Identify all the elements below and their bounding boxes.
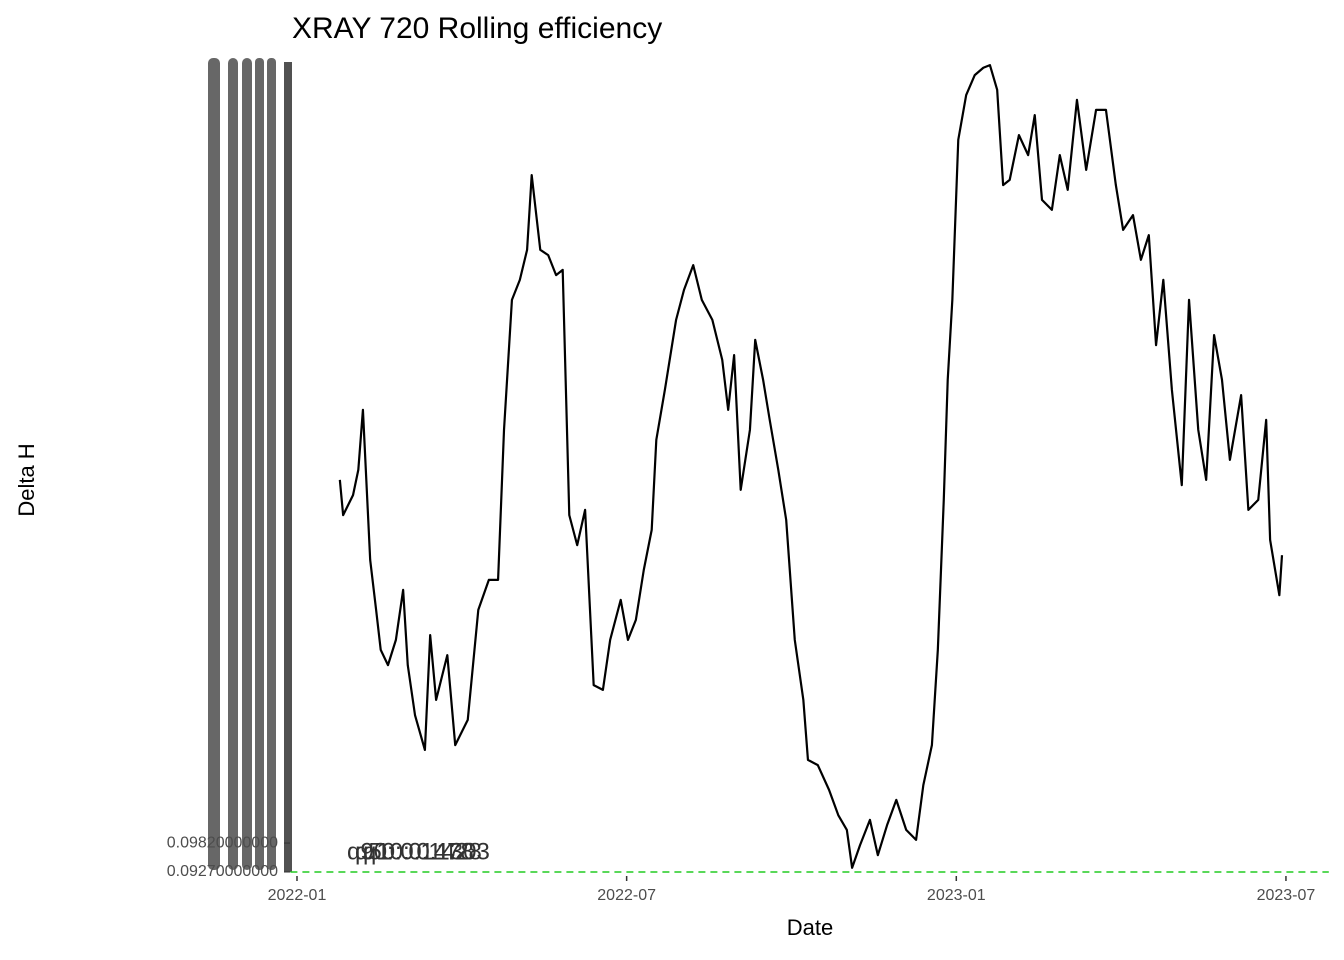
y-label-clutter — [208, 58, 292, 872]
y-tick-label: 0.09270000000 — [167, 863, 278, 880]
line — [338, 64, 1284, 869]
x-tick-label: 2022-01 — [268, 887, 327, 904]
annotation: q50: 0.1428 — [355, 838, 482, 865]
x-tick-label: 2022-07 — [597, 887, 656, 904]
y-axis-title: Delta H — [14, 443, 39, 516]
x-tick-label: 2023-01 — [927, 887, 986, 904]
x-axis-title: Date — [787, 915, 833, 940]
y-tick-label: 0.09820000000 — [167, 834, 278, 851]
annotation: q10: 0.1303 — [363, 838, 490, 865]
annotation: q90: 0.1478 — [347, 838, 474, 865]
x-tick-label: 2023-07 — [1257, 887, 1316, 904]
chart-title: XRAY 720 Rolling efficiency — [292, 12, 662, 45]
